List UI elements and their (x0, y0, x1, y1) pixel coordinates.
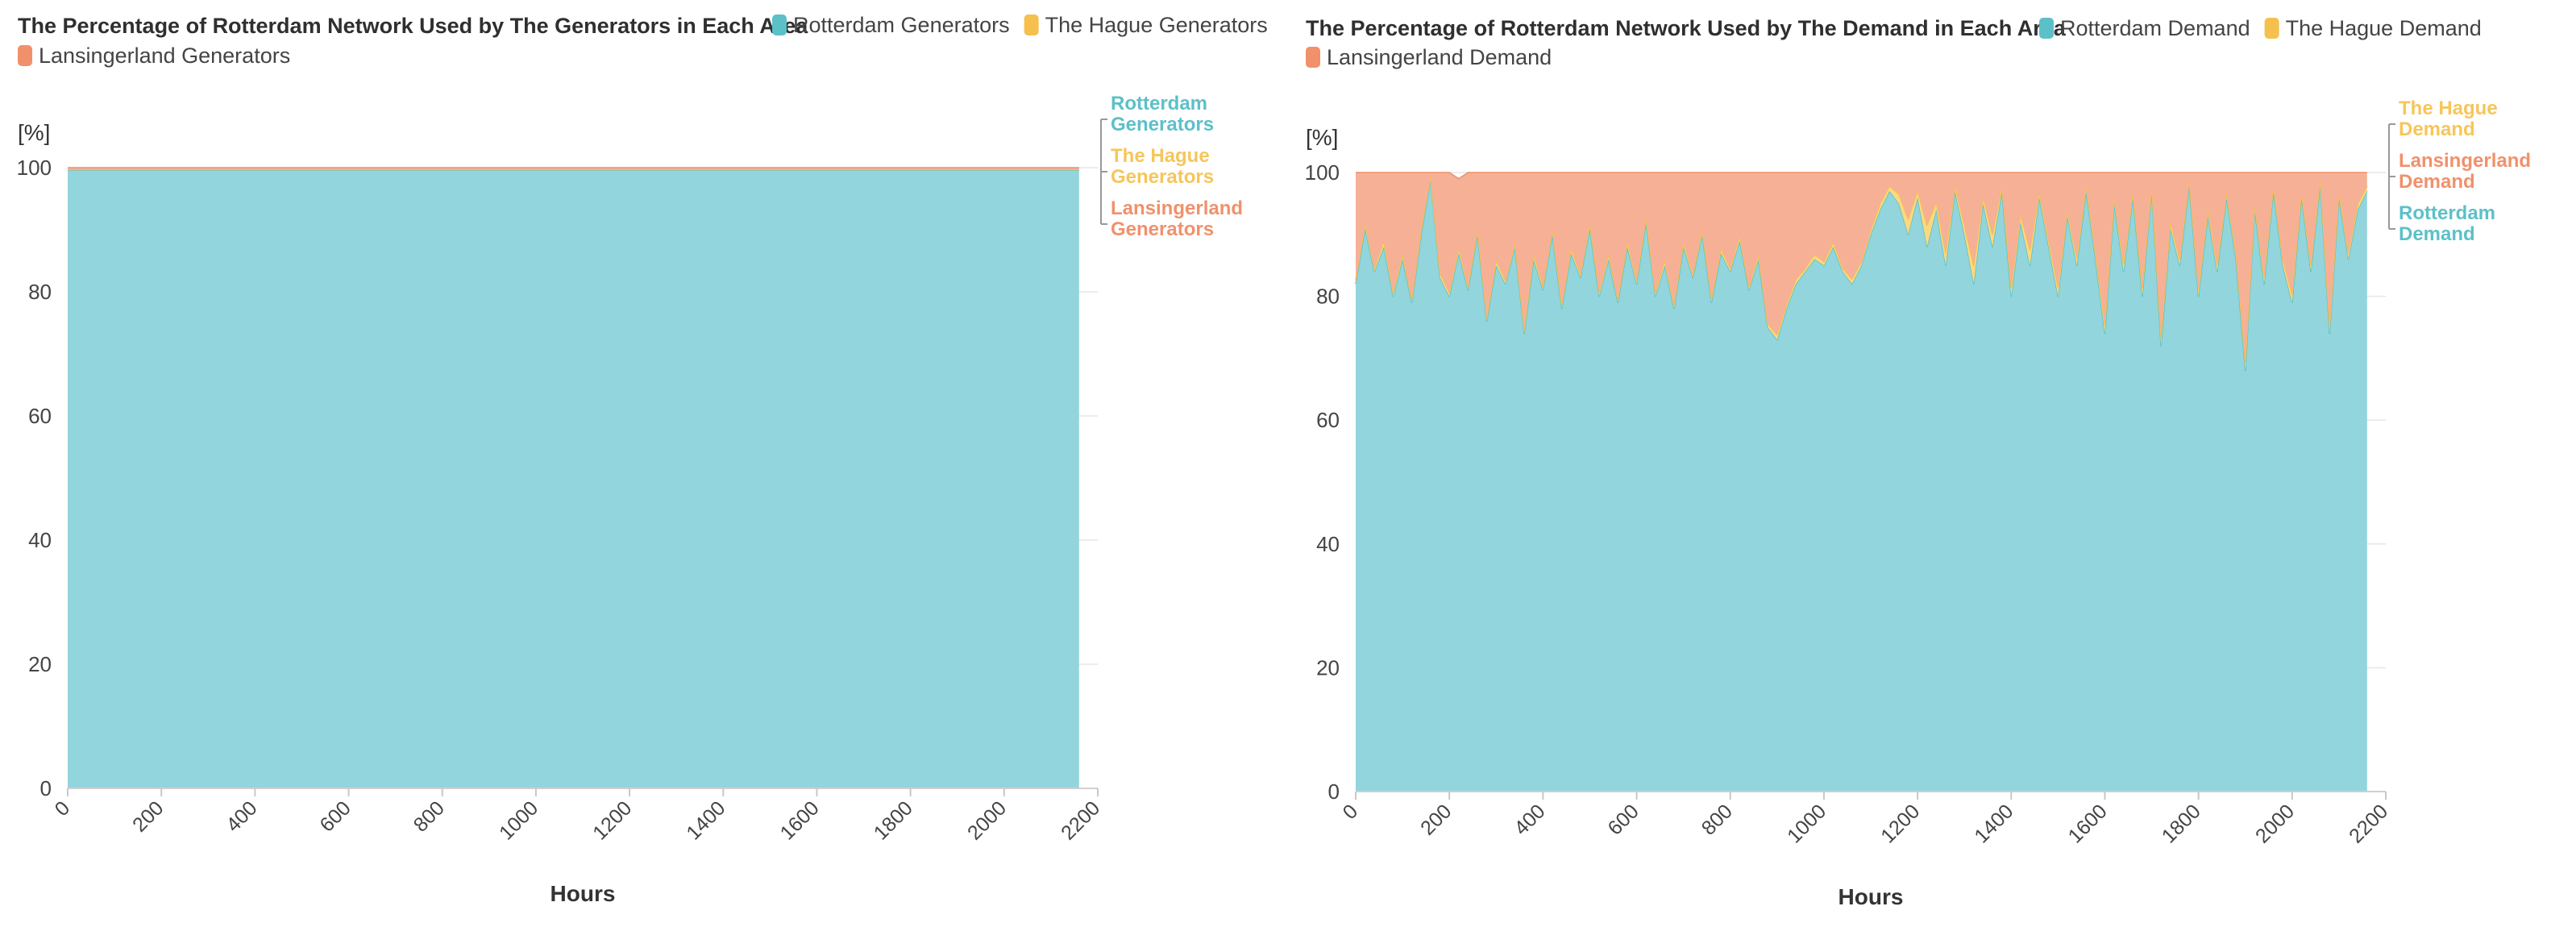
x-tick-label: 1800 (2158, 800, 2205, 847)
x-tick-label: 1200 (588, 796, 636, 844)
area-rotterdam-generators (68, 170, 1079, 788)
y-tick-label: 0 (1328, 779, 1340, 804)
legend-swatch-lansingerland-generators (18, 45, 32, 66)
x-tick-label: 1600 (776, 796, 824, 844)
x-tick-label: 800 (1697, 800, 1737, 839)
x-tick-label: 600 (315, 796, 355, 836)
end-label-the-hague-demand: The Hague Demand (2399, 98, 2498, 140)
x-tick-label: 1000 (1783, 800, 1830, 847)
x-tick-label: 1000 (495, 796, 542, 844)
legend-label-the-hague-generators: The Hague Generators (1045, 13, 1268, 37)
end-label-rotterdam-demand: Rotterdam Demand (2399, 202, 2495, 245)
x-tick-label: 2200 (2345, 800, 2392, 847)
y-tick-label: 80 (1316, 285, 1340, 309)
chart-title: The Percentage of Rotterdam Network Used… (1306, 16, 2067, 40)
x-tick-label: 1400 (1970, 800, 2017, 847)
x-tick-label: 0 (51, 796, 75, 821)
legend-swatch-rotterdam-demand (2039, 18, 2054, 39)
x-tick-label: 1400 (682, 796, 729, 844)
x-tick-label: 2000 (963, 796, 1011, 844)
x-tick-label: 800 (409, 796, 449, 836)
legend-label-lansingerland-generators: Lansingerland Generators (39, 44, 290, 68)
line-lansingerland-demand (1356, 172, 2367, 180)
y-tick-label: 80 (28, 280, 52, 304)
end-label-lansingerland-demand: Lansingerland Demand (2399, 150, 2531, 193)
area-rotterdam-demand (1356, 178, 2367, 792)
y-axis-label: [%] (18, 120, 50, 145)
end-label-lansingerland-generators: Lansingerland Generators (1111, 197, 1243, 240)
x-axis-title: Hours (1839, 884, 1904, 909)
y-tick-label: 20 (1316, 655, 1340, 680)
x-tick-label: 200 (1416, 800, 1456, 839)
line-rotterdam-demand (1355, 177, 2368, 372)
y-tick-label: 60 (28, 404, 52, 428)
x-tick-label: 200 (128, 796, 168, 836)
legend-swatch-rotterdam-generators (772, 15, 787, 35)
y-tick-label: 40 (1316, 532, 1340, 556)
legend-swatch-the-hague-demand (2264, 18, 2279, 39)
x-tick-label: 1800 (870, 796, 917, 844)
x-tick-label: 1200 (1876, 800, 1924, 847)
x-axis-title: Hours (551, 881, 616, 906)
x-tick-label: 2200 (1057, 796, 1104, 844)
y-tick-label: 100 (1305, 160, 1340, 185)
generators-chart: The Percentage of Rotterdam Network Used… (17, 13, 1268, 906)
x-tick-label: 600 (1603, 800, 1643, 839)
x-tick-label: 400 (222, 796, 261, 836)
demand-chart: The Percentage of Rotterdam Network Used… (1305, 16, 2531, 909)
area-lansingerland-demand (1356, 173, 2367, 363)
x-tick-label: 0 (1339, 800, 1363, 824)
legend-label-the-hague-demand: The Hague Demand (2286, 16, 2482, 40)
end-label-the-hague-generators: The Hague Generators (1111, 145, 1214, 188)
legend-label-rotterdam-demand: Rotterdam Demand (2060, 16, 2250, 40)
x-tick-label: 2000 (2251, 800, 2299, 847)
y-tick-label: 20 (28, 652, 52, 676)
line-the-hague-demand (1355, 176, 2368, 363)
y-tick-label: 100 (17, 156, 52, 180)
end-label-rotterdam-generators: Rotterdam Generators (1111, 93, 1214, 135)
x-tick-label: 1600 (2064, 800, 2112, 847)
y-tick-label: 60 (1316, 408, 1340, 432)
x-tick-label: 400 (1510, 800, 1549, 839)
chart-title: The Percentage of Rotterdam Network Used… (18, 14, 808, 38)
y-tick-label: 40 (28, 528, 52, 552)
legend-label-lansingerland-demand: Lansingerland Demand (1327, 45, 1552, 69)
legend-label-rotterdam-generators: Rotterdam Generators (793, 13, 1010, 37)
y-axis-label: [%] (1306, 125, 1338, 150)
y-tick-label: 0 (40, 776, 52, 800)
legend-swatch-the-hague-generators (1024, 15, 1039, 35)
legend-swatch-lansingerland-demand (1306, 47, 1320, 68)
